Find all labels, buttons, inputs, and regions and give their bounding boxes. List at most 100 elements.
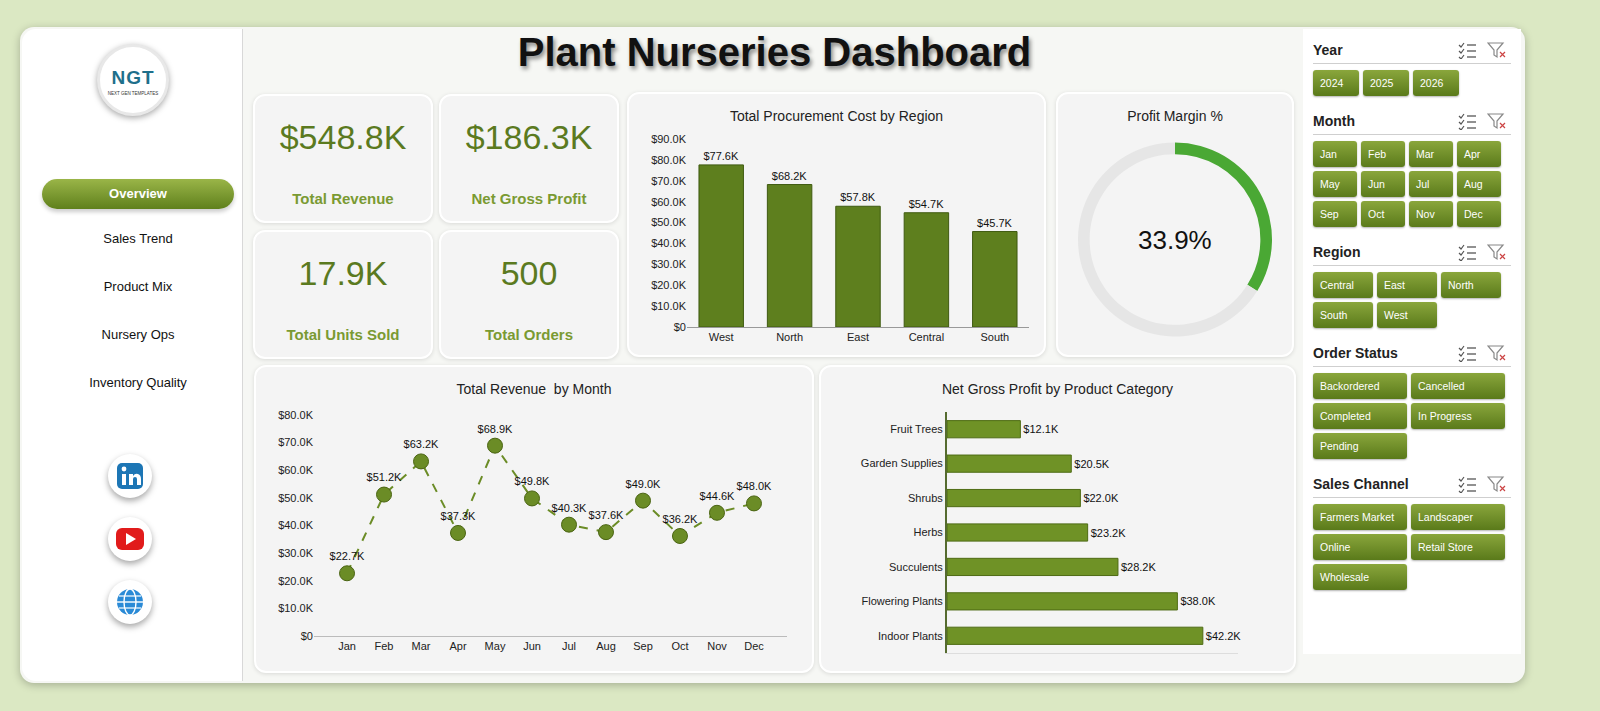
html-text:Region: Region (1313, 244, 1361, 260)
svg-text:$50.0K: $50.0K (651, 216, 687, 228)
svg-text:$90.0K: $90.0K (651, 133, 687, 145)
html-text:Total Units Sold: Total Units Sold (286, 326, 400, 343)
svg-text:$28.2K: $28.2K (1121, 561, 1157, 573)
html-text:Net Gross Profit: Net Gross Profit (471, 190, 587, 207)
svg-text:$23.2K: $23.2K (1091, 527, 1127, 539)
html-text:Jan: Jan (1320, 148, 1337, 160)
svg-text:$70.0K: $70.0K (651, 175, 687, 187)
html-text:$548.8K: $548.8K (279, 118, 407, 156)
svg-text:$68.2K: $68.2K (772, 170, 808, 182)
html-text:Month: Month (1313, 113, 1355, 129)
html-text:Apr: Apr (1464, 148, 1481, 160)
html-text:Product Mix: Product Mix (103, 279, 173, 294)
html-text:Mar: Mar (1416, 148, 1435, 160)
svg-text:$40.3K: $40.3K (552, 502, 588, 514)
svg-text:$12.1K: $12.1K (1023, 423, 1059, 435)
svg-text:Shrubs: Shrubs (908, 492, 943, 504)
html-text:Overview: Overview (109, 186, 167, 201)
html-text:2026: 2026 (1420, 77, 1444, 89)
svg-text:$80.0K: $80.0K (651, 154, 687, 166)
html-text:Feb: Feb (1368, 148, 1387, 160)
svg-text:$30.0K: $30.0K (278, 547, 314, 559)
svg-text:Profit Margin %: Profit Margin % (1127, 108, 1223, 124)
svg-text:Indoor Plants: Indoor Plants (878, 630, 943, 642)
svg-text:$37.6K: $37.6K (589, 509, 625, 521)
svg-text:Jan: Jan (338, 640, 356, 652)
svg-text:Aug: Aug (596, 640, 616, 652)
html-text:Nursery Ops: Nursery Ops (101, 327, 175, 342)
svg-text:$48.0K: $48.0K (737, 480, 773, 492)
svg-text:$20.0K: $20.0K (651, 279, 687, 291)
html-text:Total Orders: Total Orders (485, 326, 573, 343)
html-text:Inventory Quality: Inventory Quality (89, 375, 187, 390)
svg-text:$57.8K: $57.8K (840, 191, 876, 203)
svg-text:33.9%: 33.9% (1138, 225, 1212, 255)
svg-text:$49.0K: $49.0K (626, 478, 662, 490)
svg-text:$10.0K: $10.0K (651, 300, 687, 312)
svg-text:Jun: Jun (523, 640, 541, 652)
svg-text:May: May (485, 640, 506, 652)
svg-text:$45.7K: $45.7K (977, 217, 1013, 229)
svg-text:$68.9K: $68.9K (478, 423, 514, 435)
svg-text:Net Gross Profit by Product Ca: Net Gross Profit by Product Category (942, 381, 1173, 397)
svg-text:North: North (776, 331, 803, 343)
svg-text:$49.8K: $49.8K (515, 475, 551, 487)
svg-text:$63.2K: $63.2K (404, 438, 440, 450)
svg-text:$50.0K: $50.0K (278, 492, 314, 504)
svg-text:West: West (709, 331, 734, 343)
svg-text:Succulents: Succulents (889, 561, 943, 573)
html-text:$186.3K: $186.3K (465, 118, 593, 156)
html-text:Total Revenue: Total Revenue (292, 190, 394, 207)
html-text:Order Status: Order Status (1313, 345, 1398, 361)
svg-text:$20.0K: $20.0K (278, 575, 314, 587)
svg-text:Garden Supplies: Garden Supplies (861, 457, 943, 469)
svg-text:Herbs: Herbs (913, 526, 943, 538)
svg-text:$22.7K: $22.7K (330, 550, 366, 562)
svg-text:$36.2K: $36.2K (663, 513, 699, 525)
svg-text:Total Revenue by Month: Total Revenue by Month (457, 381, 612, 397)
svg-text:$30.0K: $30.0K (651, 258, 687, 270)
svg-text:$40.0K: $40.0K (651, 237, 687, 249)
svg-text:Nov: Nov (707, 640, 727, 652)
svg-text:Total Procurement Cost by Regi: Total Procurement Cost by Region (730, 108, 943, 124)
svg-text:$60.0K: $60.0K (651, 196, 687, 208)
svg-text:$37.3K: $37.3K (441, 510, 477, 522)
svg-text:$10.0K: $10.0K (278, 602, 314, 614)
svg-text:$80.0K: $80.0K (278, 409, 314, 421)
svg-text:Dec: Dec (744, 640, 764, 652)
svg-text:$54.7K: $54.7K (909, 198, 945, 210)
html-text:May: May (1320, 178, 1340, 190)
svg-text:$51.2K: $51.2K (367, 471, 403, 483)
svg-text:$0: $0 (301, 630, 313, 642)
svg-text:$40.0K: $40.0K (278, 519, 314, 531)
svg-text:Feb: Feb (375, 640, 394, 652)
html-text:500: 500 (500, 254, 558, 292)
svg-text:South: South (980, 331, 1009, 343)
html-text:2024: 2024 (1320, 77, 1344, 89)
svg-text:$60.0K: $60.0K (278, 464, 314, 476)
svg-text:$20.5K: $20.5K (1074, 458, 1110, 470)
html-text:Sales Trend: Sales Trend (103, 231, 173, 246)
svg-text:Sep: Sep (633, 640, 653, 652)
svg-text:Fruit Trees: Fruit Trees (890, 423, 943, 435)
svg-text:East: East (847, 331, 869, 343)
svg-text:$70.0K: $70.0K (278, 436, 314, 448)
html-text:NGT: NGT (111, 67, 155, 88)
svg-text:$77.6K: $77.6K (703, 150, 739, 162)
svg-text:Central: Central (909, 331, 944, 343)
html-text:2025: 2025 (1370, 77, 1394, 89)
svg-text:$42.2K: $42.2K (1206, 630, 1242, 642)
svg-text:Mar: Mar (412, 640, 431, 652)
svg-text:Oct: Oct (671, 640, 688, 652)
svg-text:Flowering Plants: Flowering Plants (861, 595, 943, 607)
svg-text:$44.6K: $44.6K (700, 490, 736, 502)
html-text:Plant Nurseries Dashboard: Plant Nurseries Dashboard (517, 30, 1032, 74)
html-text:17.9K: 17.9K (298, 254, 388, 292)
svg-text:$22.0K: $22.0K (1083, 492, 1119, 504)
html-text:Year: Year (1313, 42, 1343, 58)
svg-text:$0: $0 (674, 321, 686, 333)
html-text:Sales Channel: Sales Channel (1313, 476, 1409, 492)
svg-text:Apr: Apr (449, 640, 466, 652)
svg-text:Jul: Jul (562, 640, 576, 652)
svg-text:$38.0K: $38.0K (1180, 595, 1216, 607)
